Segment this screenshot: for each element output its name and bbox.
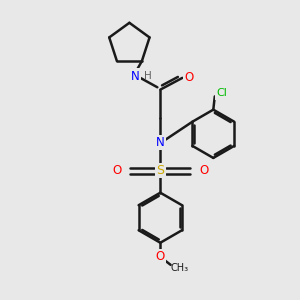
Text: O: O (112, 164, 122, 177)
Text: Cl: Cl (216, 88, 227, 98)
Text: N: N (131, 70, 140, 83)
Text: O: O (199, 164, 208, 177)
Text: N: N (156, 136, 165, 149)
Text: S: S (156, 164, 164, 177)
Text: O: O (184, 71, 194, 84)
Text: H: H (144, 71, 152, 81)
Text: CH₃: CH₃ (171, 263, 189, 273)
Text: O: O (156, 250, 165, 263)
